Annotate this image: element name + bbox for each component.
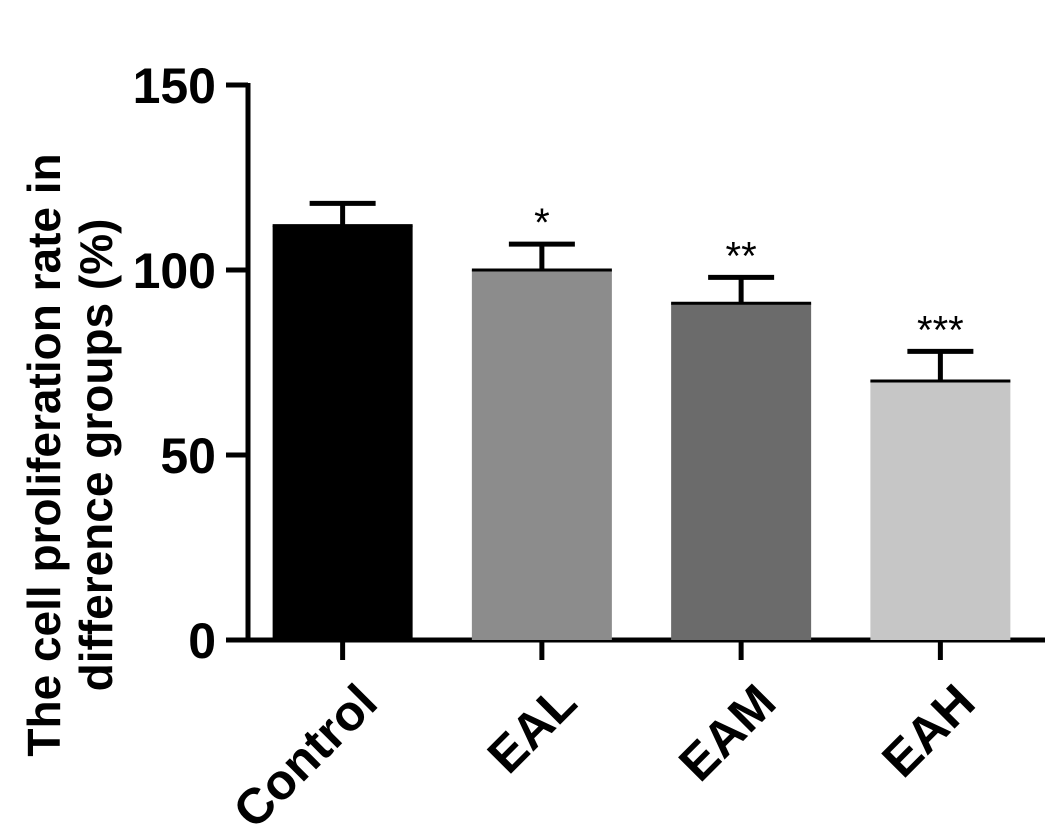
significance-marker: ** xyxy=(726,234,757,278)
y-axis-label-line-2: difference groups (%) xyxy=(70,219,122,692)
bar-control xyxy=(272,225,413,640)
y-tick-label: 50 xyxy=(160,428,216,484)
y-axis-label-line-1: The cell proliferation rate in xyxy=(18,153,70,756)
plot-area: 0 50 100 150 Control EAL * EAM ** EAH *** xyxy=(133,58,1045,831)
x-tick-label-control: Control xyxy=(223,674,388,831)
significance-marker: * xyxy=(534,201,550,245)
y-tick-label: 100 xyxy=(133,243,216,299)
x-tick-label-eal: EAL xyxy=(477,674,587,784)
x-tick-label-eah: EAH xyxy=(871,674,985,788)
significance-marker: *** xyxy=(917,308,964,352)
y-tick-label: 150 xyxy=(133,58,216,114)
y-axis-label: The cell proliferation rate in differenc… xyxy=(18,153,122,756)
bar-eal xyxy=(471,270,612,640)
bar-eah xyxy=(870,381,1011,640)
x-tick-label-eam: EAM xyxy=(668,674,786,792)
y-tick-label: 0 xyxy=(188,613,216,669)
bar-eam xyxy=(671,303,812,640)
